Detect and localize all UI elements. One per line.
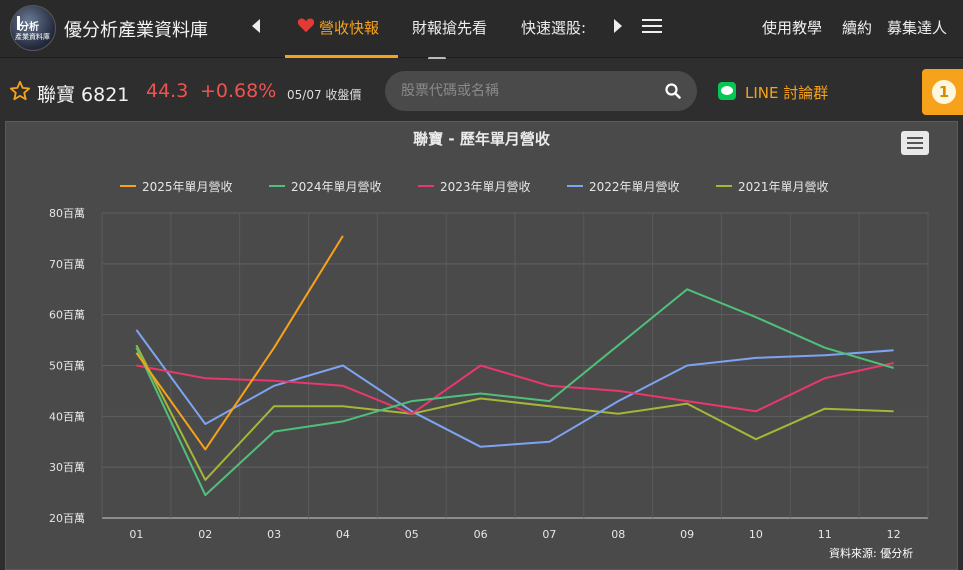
stock-name-code: 聯寶 6821 <box>37 84 130 106</box>
search-box <box>385 71 697 111</box>
line-app-icon[interactable] <box>718 82 736 100</box>
x-tick-label: 05 <box>405 528 419 541</box>
y-tick-label: 70百萬 <box>49 258 85 271</box>
legend-item: 2023年單月營收 <box>440 180 531 194</box>
x-tick-label: 09 <box>680 528 694 541</box>
nav-item-revenue-report[interactable]: 營收快報 <box>319 19 380 37</box>
renew-link[interactable]: 續約 <box>842 19 873 37</box>
y-tick-label: 30百萬 <box>49 461 85 474</box>
chart-export-menu-icon[interactable] <box>901 131 929 155</box>
active-tab-underline <box>285 55 398 58</box>
y-tick-label: 20百萬 <box>49 512 85 525</box>
star-icon[interactable] <box>9 80 31 102</box>
y-tick-label: 60百萬 <box>49 309 85 322</box>
legend-item: 2024年單月營收 <box>291 180 382 194</box>
nav-scroll-left-icon[interactable] <box>252 19 260 33</box>
x-tick-label: 04 <box>336 528 350 541</box>
x-tick-label: 11 <box>818 528 832 541</box>
data-source-label: 資料來源: 優分析 <box>829 547 914 560</box>
line-group-link[interactable]: LINE 討論群 <box>745 84 829 102</box>
x-tick-label: 03 <box>267 528 281 541</box>
search-icon[interactable] <box>665 83 681 99</box>
menu-icon[interactable] <box>642 19 662 34</box>
x-tick-label: 08 <box>611 528 625 541</box>
price-date-label: 05/07 收盤價 <box>287 88 362 102</box>
notification-count: 1 <box>932 80 956 104</box>
x-tick-label: 10 <box>749 528 763 541</box>
legend-item: 2022年單月營收 <box>589 180 680 194</box>
nav-scroll-indicator <box>428 57 446 60</box>
stock-change: +0.68% <box>200 80 277 102</box>
site-title[interactable]: 優分析產業資料庫 <box>64 20 208 41</box>
legend-item: 2021年單月營收 <box>738 180 829 194</box>
series-line <box>135 288 894 497</box>
series-line <box>135 329 894 448</box>
stock-price: 44.3 <box>146 80 189 102</box>
search-input[interactable] <box>401 81 651 101</box>
x-tick-label: 12 <box>887 528 901 541</box>
top-navbar <box>0 0 963 58</box>
series-line <box>135 344 894 481</box>
recruit-link[interactable]: 募集達人 <box>887 19 948 37</box>
x-tick-label: 01 <box>129 528 143 541</box>
nav-scroll-right-icon[interactable] <box>614 19 622 33</box>
series-line <box>135 235 344 451</box>
x-tick-label: 07 <box>542 528 556 541</box>
heart-icon <box>297 18 315 33</box>
notification-tab[interactable]: 1 <box>922 69 963 115</box>
y-tick-label: 80百萬 <box>49 207 85 220</box>
y-tick-label: 40百萬 <box>49 410 85 423</box>
nav-item-quick-screener[interactable]: 快速選股: <box>521 19 587 37</box>
x-tick-label: 02 <box>198 528 212 541</box>
tutorial-link[interactable]: 使用教學 <box>762 19 823 37</box>
x-tick-label: 06 <box>474 528 488 541</box>
legend-item: 2025年單月營收 <box>142 180 233 194</box>
series-line <box>136 362 894 415</box>
chart-title: 聯寶 - 歷年單月營收 <box>413 130 550 148</box>
nav-item-earnings-preview[interactable]: 財報搶先看 <box>412 19 488 37</box>
chart-panel <box>5 121 958 570</box>
y-tick-label: 50百萬 <box>49 360 85 373</box>
site-logo[interactable]: 分析 產業資料庫 <box>10 5 56 51</box>
